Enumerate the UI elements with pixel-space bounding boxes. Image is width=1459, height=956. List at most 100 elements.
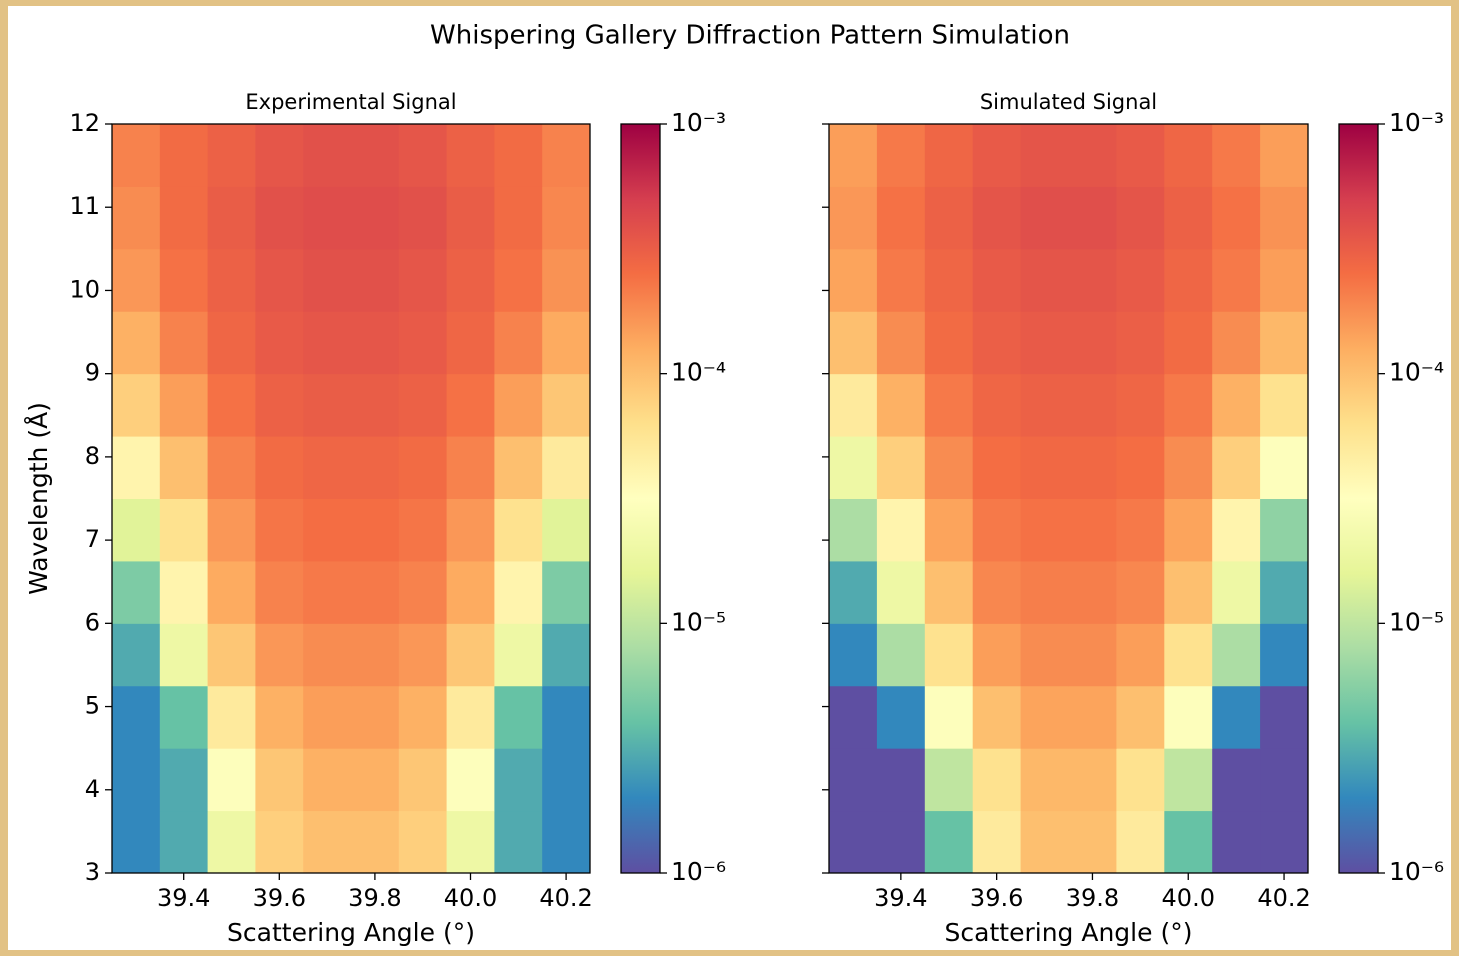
heatmap-cell — [876, 124, 926, 187]
heatmap-cell — [351, 311, 400, 375]
heatmap-cell — [924, 685, 974, 749]
heatmap-cell — [207, 373, 256, 437]
heatmap-cell — [542, 373, 591, 437]
heatmap-cell — [542, 498, 591, 562]
heatmap-cell — [1068, 685, 1117, 749]
heatmap-cell — [255, 810, 304, 874]
heatmap-cell — [924, 186, 974, 250]
heatmap-cell — [1020, 248, 1069, 312]
heatmap-cell — [1164, 748, 1213, 812]
heatmap-cell — [303, 373, 352, 437]
heatmap-cell — [1020, 685, 1069, 749]
heatmap-cell — [1116, 311, 1165, 375]
y-tick-label: 3 — [85, 858, 100, 886]
heatmap-cell — [112, 685, 161, 749]
heatmap-cell — [1212, 186, 1261, 250]
colorbar-tick-label: 10⁻⁵ — [671, 607, 726, 636]
heatmap-cell — [1164, 498, 1213, 562]
heatmap-cell — [398, 186, 448, 250]
heatmap-cell — [303, 623, 352, 687]
heatmap-cell — [207, 186, 256, 250]
colorbar — [620, 123, 661, 874]
heatmap-cell — [159, 373, 209, 437]
heatmap-cell — [112, 248, 161, 312]
heatmap-cell — [1164, 560, 1213, 624]
heatmap-cell — [1260, 373, 1309, 437]
heatmap-cell — [159, 685, 209, 749]
heatmap-cell — [1164, 685, 1213, 749]
heatmap-cell — [542, 685, 591, 749]
heatmap-cell — [112, 186, 161, 250]
heatmap-cell — [494, 248, 543, 312]
heatmap-cell — [494, 560, 543, 624]
heatmap-cell — [829, 498, 878, 562]
heatmap-cell — [876, 248, 926, 312]
colorbar-tick-label: 10⁻⁶ — [671, 857, 726, 886]
x-tick-label: 40.0 — [1162, 884, 1215, 912]
heatmap-cell — [398, 560, 448, 624]
heatmap-cell — [398, 623, 448, 687]
heatmap-cell — [112, 623, 161, 687]
x-tick-label: 40.2 — [539, 884, 592, 912]
heatmap-cell — [351, 436, 400, 499]
subplot-title: Experimental Signal — [245, 90, 456, 114]
heatmap-cell — [255, 685, 304, 749]
heatmap-cell — [446, 248, 495, 312]
heatmap-cell — [1116, 623, 1165, 687]
heatmap-cell — [159, 436, 209, 499]
colorbar-tick-label: 10⁻⁵ — [1389, 607, 1444, 636]
heatmap-cell — [1068, 560, 1117, 624]
heatmap-cell — [446, 186, 495, 250]
heatmap-cell — [494, 124, 543, 187]
heatmap-cell — [446, 748, 495, 812]
heatmap-cell — [494, 498, 543, 562]
heatmap-cell — [351, 124, 400, 187]
x-tick-label: 39.8 — [348, 884, 401, 912]
heatmap-cell — [398, 248, 448, 312]
colorbar-tick-label: 10⁻⁴ — [671, 358, 726, 387]
y-tick-label: 4 — [85, 775, 100, 803]
heatmap-cell — [494, 373, 543, 437]
heatmap-cell — [829, 186, 878, 250]
heatmap-cell — [1068, 498, 1117, 562]
heatmap-cell — [1212, 623, 1261, 687]
heatmap-cell — [1260, 685, 1309, 749]
heatmap-cell — [255, 623, 304, 687]
y-tick-label: 8 — [85, 442, 100, 470]
heatmap-cell — [207, 560, 256, 624]
heatmap-cell — [1116, 436, 1165, 499]
heatmap-cell — [255, 560, 304, 624]
heatmap-cell — [972, 436, 1022, 499]
heatmap-cell — [1260, 498, 1309, 562]
heatmap-cell — [1164, 373, 1213, 437]
heatmap-cell — [255, 186, 304, 250]
heatmap-cell — [972, 498, 1022, 562]
heatmap-cell — [542, 124, 591, 187]
heatmap-cell — [1068, 186, 1117, 250]
heatmap-cell — [494, 186, 543, 250]
heatmap-cell — [1260, 623, 1309, 687]
heatmap-cell — [542, 748, 591, 812]
heatmap-cell — [303, 436, 352, 499]
heatmap-cell — [924, 124, 974, 187]
heatmap-cell — [876, 373, 926, 437]
y-tick-label: 12 — [69, 109, 100, 137]
heatmap-cell — [351, 248, 400, 312]
heatmap-cell — [303, 498, 352, 562]
heatmap-cell — [542, 186, 591, 250]
heatmap-cell — [303, 748, 352, 812]
heatmap-cell — [255, 436, 304, 499]
heatmap-cell — [1116, 810, 1165, 874]
heatmap-cell — [207, 248, 256, 312]
heatmap-cell — [1020, 186, 1069, 250]
heatmap-cell — [972, 373, 1022, 437]
heatmap-cell — [494, 810, 543, 874]
heatmap-cell — [303, 560, 352, 624]
heatmap-cell — [159, 810, 209, 874]
heatmap-cell — [255, 124, 304, 187]
heatmap-cell — [1164, 124, 1213, 187]
heatmap-cell — [446, 373, 495, 437]
heatmap-cell — [255, 748, 304, 812]
heatmap-cell — [972, 124, 1022, 187]
heatmap-cell — [1068, 124, 1117, 187]
